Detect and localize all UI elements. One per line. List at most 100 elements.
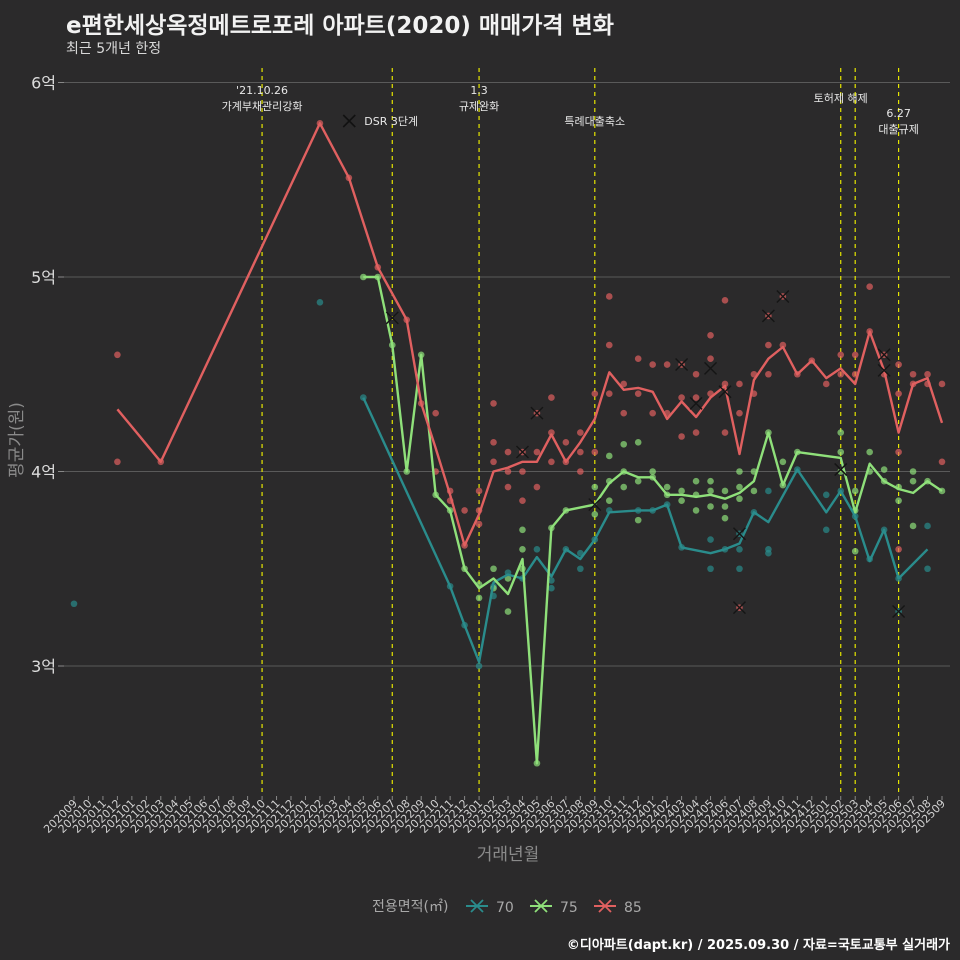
transaction-point-85 <box>490 439 497 446</box>
transaction-point-85 <box>562 439 570 446</box>
transaction-point-85 <box>707 355 714 362</box>
transaction-point-85 <box>114 351 121 359</box>
transaction-point-85 <box>765 341 772 349</box>
transaction-point-85 <box>548 458 555 466</box>
cancelled-marker-85 <box>530 406 544 420</box>
transaction-point-75 <box>707 477 714 485</box>
transaction-point-75 <box>837 448 845 456</box>
cancelled-marker-85 <box>776 289 790 303</box>
transaction-point-85 <box>605 390 613 398</box>
transaction-point-85 <box>938 380 946 388</box>
transaction-point-75 <box>880 466 888 473</box>
transaction-point-75 <box>736 468 743 475</box>
transaction-point-85 <box>114 458 121 466</box>
cancelled-marker-85 <box>515 445 529 459</box>
transaction-point-85 <box>866 283 873 291</box>
transaction-point-85 <box>634 390 642 398</box>
legend-swatch-cross-icon <box>470 899 484 913</box>
grid <box>58 82 950 667</box>
transaction-point-75 <box>620 483 628 491</box>
transaction-point-85 <box>634 355 642 362</box>
cancelled-marker-70 <box>892 605 906 619</box>
transaction-point-75 <box>707 503 714 510</box>
transaction-point-70 <box>822 491 830 499</box>
event-label: 가계부채관리강화 <box>222 100 303 113</box>
transaction-point-75 <box>692 477 700 485</box>
legend-label: 75 <box>560 900 578 916</box>
transaction-point-75 <box>634 516 642 524</box>
transaction-point-85 <box>692 394 700 401</box>
cancelled-marker-75 <box>834 463 848 477</box>
transaction-point-85 <box>779 341 787 349</box>
transaction-point-70 <box>577 565 584 573</box>
transaction-point-75 <box>721 503 729 510</box>
transaction-point-75 <box>895 497 902 504</box>
transaction-point-75 <box>519 526 526 534</box>
transaction-point-75 <box>620 440 628 448</box>
transaction-point-75 <box>678 487 685 495</box>
transaction-point-75 <box>634 477 642 485</box>
event-label: 6.27 <box>886 107 911 120</box>
transaction-point-70 <box>822 526 830 534</box>
legend-label: 85 <box>624 900 642 916</box>
legend-label: 70 <box>496 900 514 916</box>
transaction-point-75 <box>605 452 613 460</box>
transaction-point-85 <box>938 458 946 466</box>
transaction-point-75 <box>736 495 743 503</box>
transaction-point-85 <box>519 497 526 504</box>
series-line-85 <box>116 122 944 547</box>
y-tick-label: 3억 <box>31 657 56 676</box>
legend-title: 전용면적(㎡) <box>372 899 448 915</box>
event-label: 1.3 <box>470 84 488 97</box>
transaction-point-85 <box>504 448 512 456</box>
series-line-70 <box>362 397 929 664</box>
transaction-point-75 <box>634 439 642 446</box>
transaction-point-75 <box>707 487 714 495</box>
transaction-point-75 <box>750 487 758 495</box>
transaction-point-85 <box>649 409 656 417</box>
transaction-point-85 <box>490 400 497 407</box>
transaction-points <box>70 120 946 767</box>
transaction-point-85 <box>765 370 772 378</box>
transaction-point-85 <box>895 546 902 553</box>
y-tick-label: 6억 <box>31 74 56 93</box>
transaction-point-70 <box>707 536 714 543</box>
transaction-point-85 <box>837 370 845 378</box>
transaction-point-85 <box>577 448 584 456</box>
transaction-point-85 <box>620 409 628 417</box>
transaction-point-75 <box>591 483 599 491</box>
event-label: DSR 3단계 <box>364 115 418 128</box>
transaction-point-75 <box>909 468 917 475</box>
transaction-point-85 <box>822 380 830 388</box>
transaction-point-75 <box>909 522 917 530</box>
series-line-75 <box>363 275 943 765</box>
transaction-point-85 <box>663 361 671 368</box>
series-lines <box>116 122 944 765</box>
cancelled-marker-85 <box>675 358 689 372</box>
chart-title: e편한세상옥정메트로포레 아파트(2020) 매매가격 변화 <box>66 13 614 39</box>
transaction-point-85 <box>851 351 859 359</box>
legend-swatch-cross-icon <box>598 899 612 913</box>
cancelled-marker-85 <box>718 385 732 399</box>
transaction-point-70 <box>533 546 541 553</box>
transaction-point-75 <box>837 468 845 475</box>
transaction-point-85 <box>519 468 526 475</box>
transaction-point-70 <box>548 577 555 584</box>
transaction-point-85 <box>504 468 512 475</box>
x-tick-labels: 2020092020102020112020122021012021022021… <box>41 796 948 836</box>
transaction-point-85 <box>895 448 902 456</box>
transaction-point-85 <box>736 409 743 417</box>
transaction-point-85 <box>620 380 628 388</box>
transaction-point-85 <box>895 390 902 398</box>
transaction-point-85 <box>591 390 599 398</box>
transaction-point-85 <box>837 351 845 359</box>
transaction-point-85 <box>432 409 439 417</box>
cancelled-marker-85 <box>704 361 718 375</box>
chart-subtitle: 최근 5개년 한정 <box>66 41 162 57</box>
transaction-point-85 <box>605 341 613 349</box>
transaction-point-85 <box>490 458 497 466</box>
transaction-point-75 <box>721 487 729 495</box>
transaction-point-75 <box>475 594 483 602</box>
transaction-point-70 <box>70 600 78 608</box>
transaction-point-75 <box>721 514 729 522</box>
